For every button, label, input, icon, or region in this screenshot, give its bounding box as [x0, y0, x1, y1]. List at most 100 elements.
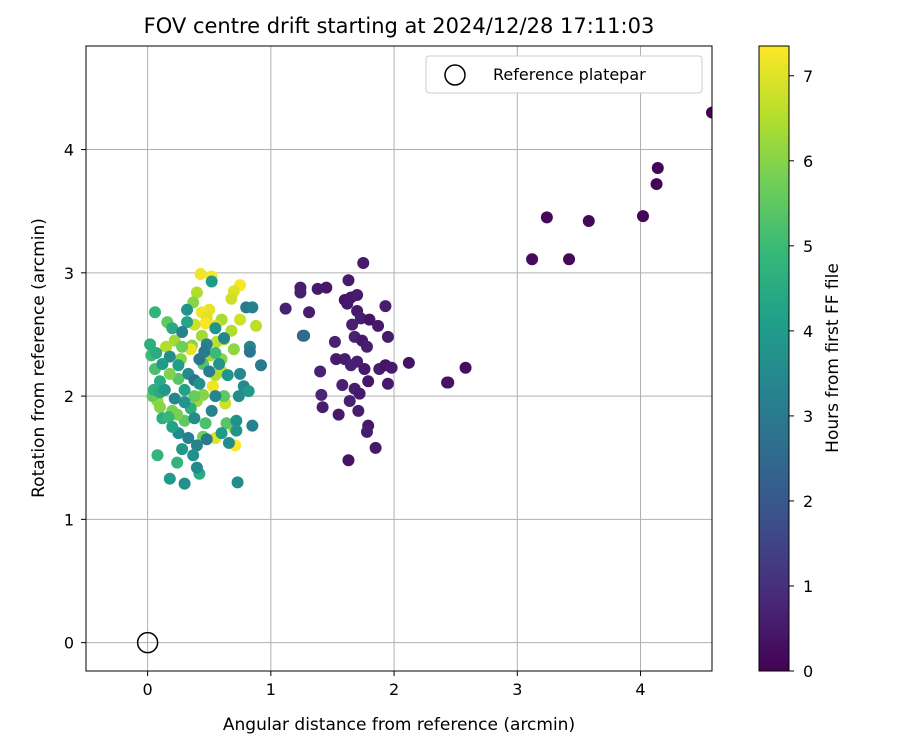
data-point — [279, 302, 292, 315]
data-point — [190, 286, 203, 299]
data-point — [153, 401, 166, 414]
data-point — [298, 329, 311, 342]
data-point — [341, 297, 354, 310]
data-point — [232, 390, 245, 403]
data-point — [209, 346, 222, 359]
data-point — [358, 362, 371, 375]
x-tick-label: 4 — [635, 680, 645, 699]
data-point — [344, 359, 357, 372]
data-point — [190, 461, 203, 474]
data-point — [178, 396, 191, 409]
data-points — [136, 106, 712, 654]
data-point — [230, 414, 243, 427]
data-point — [526, 253, 539, 266]
data-point — [188, 390, 201, 403]
data-point — [651, 162, 664, 175]
data-point — [381, 330, 394, 343]
colorbar: 0 1 2 3 4 5 6 7 Hours from first FF file — [758, 45, 843, 681]
colorbar-tick-label: 5 — [803, 237, 813, 256]
data-point — [168, 392, 181, 405]
data-point — [218, 332, 231, 345]
x-tick-label: 0 — [143, 680, 153, 699]
data-point — [294, 286, 307, 299]
data-point — [540, 211, 553, 224]
data-point — [225, 292, 238, 305]
data-point — [706, 106, 712, 119]
data-point — [194, 268, 207, 281]
data-point — [166, 322, 179, 335]
data-point — [360, 425, 373, 438]
data-point — [181, 316, 194, 329]
data-point — [182, 432, 195, 445]
data-point — [315, 388, 328, 401]
data-point — [320, 281, 333, 294]
y-tick-label: 3 — [64, 264, 74, 283]
y-tick-label: 1 — [64, 510, 74, 529]
data-point — [163, 472, 176, 485]
data-point — [246, 419, 259, 432]
legend-box — [425, 55, 703, 94]
data-point — [250, 319, 263, 332]
legend: Reference platepar — [425, 55, 703, 94]
colorbar-tick-label: 1 — [803, 577, 813, 596]
data-point — [181, 303, 194, 316]
colorbar-tick-label: 0 — [803, 662, 813, 681]
data-point — [158, 383, 171, 396]
data-point — [166, 420, 179, 433]
data-point — [176, 325, 189, 338]
data-point — [357, 256, 370, 269]
data-point — [328, 335, 341, 348]
data-point — [230, 424, 243, 437]
data-point — [209, 390, 222, 403]
y-axis-ticks: 0 1 2 3 4 — [64, 141, 86, 653]
data-point — [234, 367, 247, 380]
colorbar-tick-label: 4 — [803, 322, 813, 341]
data-point — [171, 456, 184, 469]
data-point — [442, 376, 455, 389]
data-point — [650, 178, 663, 191]
data-point — [360, 340, 373, 353]
plot-background — [86, 46, 712, 671]
data-point — [221, 369, 234, 382]
data-point — [149, 306, 162, 319]
data-point — [162, 411, 175, 424]
data-point — [385, 361, 398, 374]
data-point — [178, 383, 191, 396]
data-point — [151, 449, 164, 462]
data-point — [372, 319, 385, 332]
y-tick-label: 4 — [64, 141, 74, 160]
data-point — [314, 365, 327, 378]
data-point — [381, 377, 394, 390]
data-point — [346, 318, 359, 331]
data-point — [332, 408, 345, 421]
data-point — [369, 441, 382, 454]
x-tick-label: 3 — [512, 680, 522, 699]
plot-border — [85, 45, 713, 672]
x-axis-label: Angular distance from reference (arcmin) — [223, 715, 575, 735]
data-point — [199, 317, 212, 330]
data-point — [342, 274, 355, 287]
data-point — [163, 350, 176, 363]
data-point — [176, 443, 189, 456]
colorbar-label: Hours from first FF file — [823, 263, 843, 453]
data-point — [242, 385, 255, 398]
data-point — [316, 401, 329, 414]
data-point — [209, 322, 222, 335]
colorbar-tick-label: 3 — [803, 407, 813, 426]
colorbar-tick-label: 7 — [803, 67, 813, 86]
data-point — [362, 375, 375, 388]
data-point — [188, 412, 201, 425]
data-point — [225, 324, 238, 337]
chart-title: FOV centre drift starting at 2024/12/28 … — [144, 14, 655, 38]
data-point — [222, 436, 235, 449]
y-axis-label: Rotation from reference (arcmin) — [29, 218, 49, 498]
y-tick-label: 0 — [64, 634, 74, 653]
data-point — [199, 417, 212, 430]
data-point — [254, 359, 267, 372]
data-point — [156, 358, 169, 371]
y-tick-label: 2 — [64, 387, 74, 406]
data-point — [213, 358, 226, 371]
data-point — [234, 313, 247, 326]
reference-platepar-marker — [136, 631, 159, 654]
